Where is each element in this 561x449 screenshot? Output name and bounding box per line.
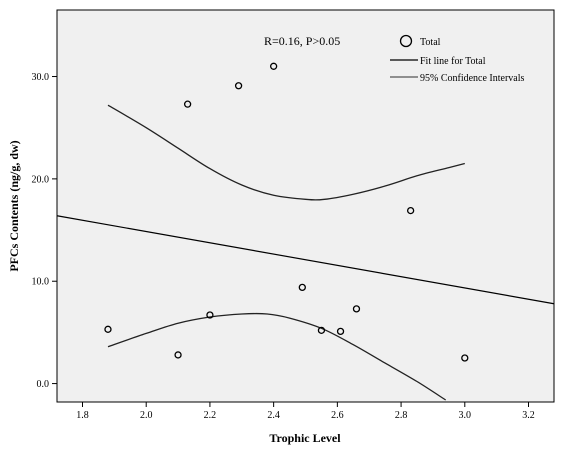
- data-point: [183, 100, 192, 108]
- plot-area: [56, 9, 555, 403]
- legend: Total Fit line for Total 95% Confidence …: [390, 34, 525, 84]
- y-axis-title: PFCs Contents (ng/g, dw): [7, 140, 21, 271]
- y-tick-label: 10.0: [32, 277, 50, 288]
- data-point: [336, 327, 345, 336]
- data-point: [174, 351, 182, 359]
- data-points: [104, 62, 469, 362]
- data-point: [461, 354, 469, 362]
- x-tick-label: 2.6: [331, 410, 344, 421]
- x-tick-label: 1.8: [76, 410, 89, 421]
- y-axis: 0.0 10.0 20.0 30.0: [32, 72, 57, 390]
- data-point: [104, 325, 112, 333]
- x-axis-title: Trophic Level: [269, 431, 341, 445]
- legend-marker-total: [399, 34, 413, 48]
- x-tick-label: 2.8: [395, 410, 408, 421]
- x-tick-label: 3.0: [459, 410, 472, 421]
- data-point: [298, 283, 306, 292]
- fit-line: [56, 215, 555, 305]
- data-point: [406, 206, 415, 215]
- x-tick-label: 2.4: [267, 410, 280, 421]
- fit-line-group: [56, 215, 555, 305]
- data-point: [317, 326, 326, 335]
- x-axis: 1.8 2.0 2.2 2.4 2.6 2.8 3.0 3.2: [76, 402, 535, 421]
- ci-upper-line: [107, 104, 465, 201]
- y-tick-label: 20.0: [32, 174, 50, 185]
- x-tick-label: 3.2: [522, 410, 535, 421]
- x-tick-label: 2.2: [204, 410, 217, 421]
- y-tick-label: 30.0: [32, 72, 50, 83]
- legend-label-ci: 95% Confidence Intervals: [420, 73, 525, 84]
- ci-lower-line: [107, 312, 447, 401]
- data-point: [269, 62, 278, 70]
- data-point: [206, 311, 214, 319]
- legend-label-fit: Fit line for Total: [420, 56, 486, 67]
- annotation-r-p: R=0.16, P>0.05: [264, 34, 340, 48]
- data-point: [352, 305, 361, 313]
- y-tick-label: 0.0: [37, 379, 50, 390]
- legend-label-total: Total: [420, 37, 441, 48]
- confidence-interval-lines: [107, 104, 465, 401]
- x-tick-label: 2.0: [140, 410, 153, 421]
- data-point: [234, 82, 243, 90]
